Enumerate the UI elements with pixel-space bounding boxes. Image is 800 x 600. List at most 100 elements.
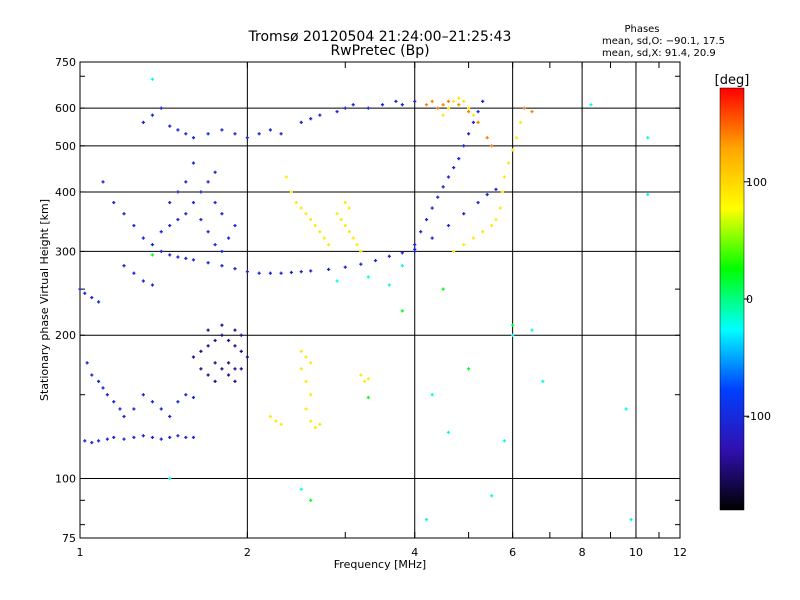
data-point	[490, 144, 494, 148]
data-point	[299, 349, 303, 353]
data-point	[471, 236, 475, 240]
data-point	[90, 440, 94, 445]
data-point	[168, 223, 172, 228]
data-point	[176, 217, 180, 222]
data-point	[335, 212, 339, 216]
data-point	[494, 187, 498, 191]
data-point	[366, 106, 370, 110]
data-point	[213, 170, 217, 174]
data-point	[446, 99, 451, 103]
data-point	[347, 230, 351, 234]
data-point	[226, 373, 231, 377]
data-point	[343, 223, 347, 228]
data-point	[313, 425, 317, 430]
data-point	[522, 106, 527, 110]
data-point	[359, 262, 363, 266]
data-point	[511, 333, 515, 337]
chart-title: Tromsø 20120504 21:24:00–21:25:43	[248, 29, 512, 45]
data-point	[90, 373, 94, 377]
data-point	[373, 258, 378, 263]
data-point	[268, 414, 272, 419]
data-point	[191, 355, 196, 359]
data-point	[191, 258, 196, 262]
x-tick-label: 6	[509, 546, 516, 559]
y-tick-label: 300	[55, 245, 76, 258]
data-point	[462, 144, 466, 148]
data-point	[150, 253, 155, 257]
data-point	[78, 287, 82, 291]
data-point	[299, 367, 303, 371]
data-point	[471, 113, 475, 117]
data-point	[213, 361, 217, 365]
data-point	[441, 185, 445, 189]
data-point	[452, 249, 456, 254]
data-point	[191, 200, 196, 205]
data-point	[184, 435, 188, 440]
data-point	[150, 113, 155, 117]
data-point	[176, 190, 180, 194]
data-point	[159, 407, 163, 411]
data-point	[150, 243, 155, 247]
data-point	[176, 400, 180, 404]
x-tick-label: 8	[579, 546, 586, 559]
data-point	[394, 99, 398, 103]
data-point	[96, 300, 101, 304]
data-point	[159, 249, 163, 254]
data-point	[199, 190, 203, 194]
data-point	[213, 379, 217, 383]
data-point	[318, 230, 322, 234]
data-point	[343, 106, 347, 110]
data-point	[309, 393, 313, 397]
data-point	[424, 217, 429, 222]
data-point	[191, 136, 196, 140]
data-point	[141, 279, 145, 283]
data-point	[457, 103, 461, 107]
data-point	[366, 395, 370, 400]
stats-line-o: mean, sd,O: −90.1, 17.5	[602, 36, 725, 47]
data-point	[112, 400, 116, 404]
data-point	[351, 236, 355, 240]
data-point	[351, 103, 355, 107]
data-point	[299, 120, 303, 124]
data-point	[279, 422, 283, 426]
data-point	[90, 295, 94, 300]
data-point	[122, 264, 126, 268]
data-point	[462, 212, 466, 216]
data-point	[413, 243, 417, 247]
data-point	[233, 379, 237, 383]
data-point	[304, 212, 308, 216]
data-point	[413, 99, 417, 103]
data-point	[304, 407, 308, 411]
data-point	[485, 136, 489, 140]
data-point	[279, 132, 283, 136]
data-point	[168, 476, 172, 481]
data-point	[284, 175, 288, 179]
data-point	[206, 373, 210, 377]
data-point	[184, 132, 188, 136]
data-point	[500, 190, 504, 194]
data-point	[257, 132, 261, 136]
data-point	[457, 157, 461, 161]
data-point	[206, 180, 210, 184]
data-point	[184, 256, 188, 261]
data-point	[490, 223, 494, 228]
data-point	[511, 323, 515, 327]
y-tick-label: 75	[62, 532, 76, 545]
data-point	[481, 230, 485, 234]
data-point	[112, 200, 116, 205]
data-point	[226, 361, 231, 365]
data-point	[168, 435, 172, 440]
x-tick-label: 1	[77, 546, 84, 559]
data-point	[430, 393, 434, 397]
data-point	[446, 106, 451, 110]
data-point	[629, 517, 633, 522]
data-point	[309, 498, 313, 502]
data-point	[515, 136, 519, 140]
stats-line-x: mean, sd,X: 91.4, 20.9	[602, 48, 716, 59]
data-point	[589, 103, 593, 107]
data-point	[476, 120, 480, 124]
data-point	[105, 393, 109, 397]
data-point	[279, 271, 283, 275]
data-point	[213, 243, 217, 247]
data-point	[199, 349, 203, 353]
